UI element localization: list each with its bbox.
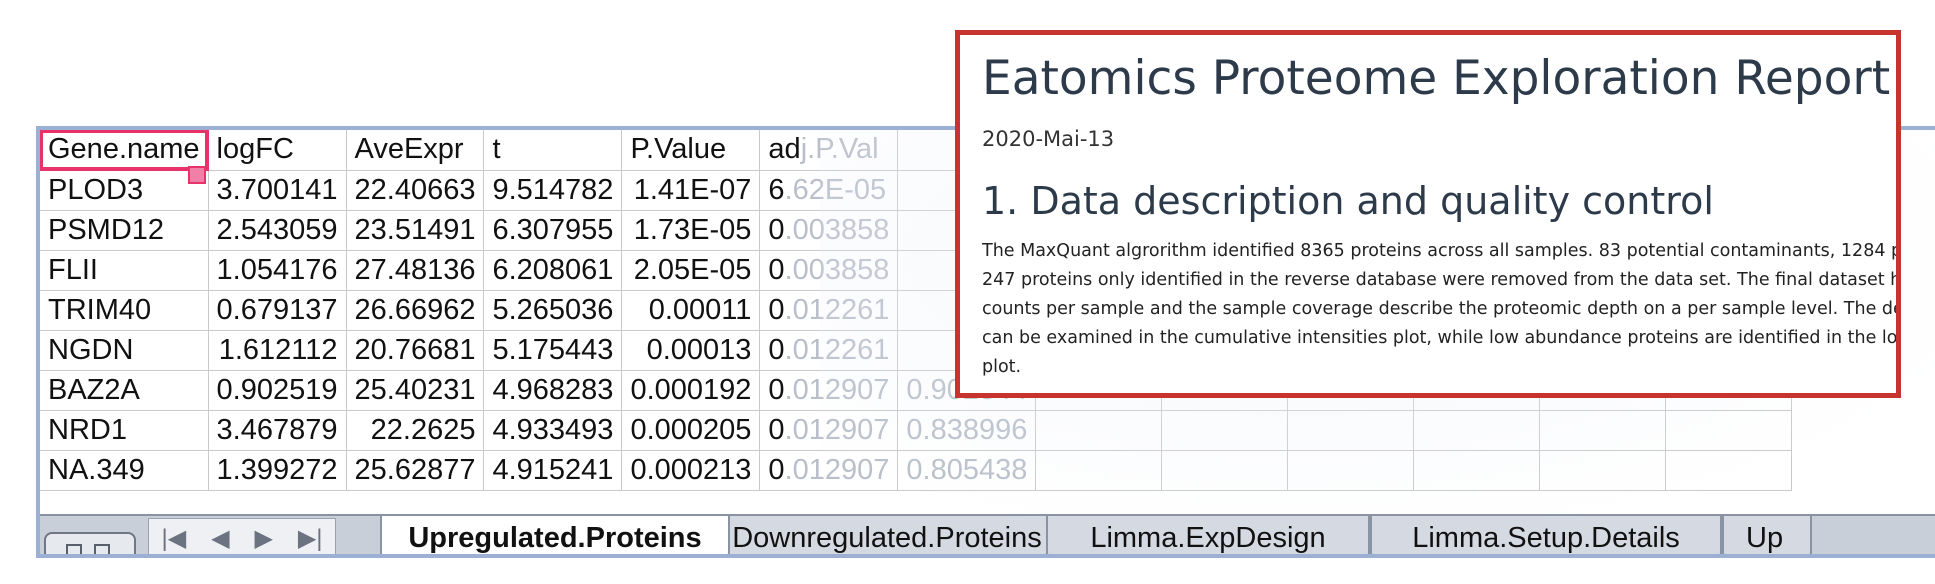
table-cell[interactable]: 23.51491 (346, 210, 485, 251)
paragraph-line: counts per sample and the sample coverag… (982, 299, 1901, 319)
table-cell[interactable]: 2.05E-05 (621, 250, 761, 291)
table-cell[interactable]: 0.838996 (897, 410, 1037, 451)
table-cell[interactable] (1665, 410, 1793, 451)
paragraph-line: 247 proteins only identified in the reve… (982, 270, 1901, 290)
table-cell[interactable]: 0.003858 (759, 210, 899, 251)
table-cell[interactable]: 0.805438 (897, 450, 1037, 491)
table-row: NRD1 3.467879 22.2625 4.933493 0.000205 0.012… (40, 410, 1793, 451)
column-header-cell[interactable]: adj.P.Val (759, 130, 899, 171)
table-row: NA.349 1.399272 25.62877 4.915241 0.000213 0.… (40, 450, 1793, 491)
table-cell[interactable]: 27.48136 (346, 250, 485, 291)
paragraph-line: The MaxQuant algrorithm identified 8365 … (982, 241, 1901, 261)
column-header-cell[interactable]: P.Value (621, 130, 761, 171)
report-date: 2020-Mai-13 (982, 127, 1115, 151)
table-cell[interactable]: 25.40231 (346, 370, 485, 411)
selection-fill-handle[interactable] (188, 166, 206, 184)
section-heading: 1. Data description and quality control (982, 179, 1714, 223)
table-cell[interactable]: 9.514782 (483, 170, 623, 211)
page-view-icon (94, 544, 110, 554)
table-cell[interactable]: 4.933493 (483, 410, 623, 451)
table-cell[interactable]: 0.012261 (759, 290, 899, 331)
table-cell[interactable]: 0.902519 (208, 370, 347, 411)
paragraph-line: can be examined in the cumulative intens… (982, 328, 1901, 348)
table-cell[interactable]: 0.00011 (621, 290, 761, 331)
tab-downregulated-proteins[interactable]: Downregulated.Proteins (726, 516, 1048, 554)
table-cell[interactable]: 0.000213 (621, 450, 761, 491)
tab-limma-setup-details[interactable]: Limma.Setup.Details (1370, 516, 1722, 554)
table-cell[interactable]: 0.012907 (759, 370, 899, 411)
table-cell[interactable]: 6.62E-05 (759, 170, 899, 211)
table-cell[interactable]: 22.2625 (346, 410, 485, 451)
table-cell[interactable]: 1.41E-07 (621, 170, 761, 211)
sheet-navigation: |◀ ◀ ▶ ▶| (148, 518, 336, 554)
table-cell[interactable]: 0.679137 (208, 290, 347, 331)
table-cell[interactable]: NGDN (40, 330, 209, 371)
column-header-cell[interactable]: t (483, 130, 623, 171)
table-cell[interactable]: 0.000192 (621, 370, 761, 411)
table-cell[interactable]: 0.00013 (621, 330, 761, 371)
table-cell[interactable] (1035, 450, 1163, 491)
table-cell[interactable]: 0.012261 (759, 330, 899, 371)
table-cell[interactable]: 2.543059 (208, 210, 347, 251)
report-panel: Eatomics Proteome Exploration Report 202… (955, 30, 1901, 398)
table-cell[interactable]: 0.003858 (759, 250, 899, 291)
table-cell[interactable]: NA.349 (40, 450, 209, 491)
page-layout-button[interactable] (44, 532, 136, 554)
table-cell[interactable]: 1.73E-05 (621, 210, 761, 251)
table-cell[interactable]: 0.012907 (759, 450, 899, 491)
table-cell[interactable]: 0.000205 (621, 410, 761, 451)
table-cell[interactable]: 26.66962 (346, 290, 485, 331)
table-cell[interactable]: 4.968283 (483, 370, 623, 411)
table-cell[interactable]: BAZ2A (40, 370, 209, 411)
table-cell[interactable]: 1.399272 (208, 450, 347, 491)
table-cell[interactable]: 1.612112 (208, 330, 347, 371)
table-cell[interactable]: TRIM40 (40, 290, 209, 331)
table-cell[interactable] (1287, 450, 1415, 491)
table-cell[interactable] (1035, 410, 1163, 451)
table-cell[interactable]: 6.208061 (483, 250, 623, 291)
table-cell[interactable]: 22.40663 (346, 170, 485, 211)
table-cell[interactable]: 3.467879 (208, 410, 347, 451)
section-paragraph: The MaxQuant algrorithm identified 8365 … (982, 237, 1901, 382)
report-title: Eatomics Proteome Exploration Report (982, 51, 1891, 106)
selected-cell[interactable]: Gene.name (40, 130, 210, 171)
table-cell[interactable]: NRD1 (40, 410, 209, 451)
table-cell[interactable] (1413, 410, 1541, 451)
table-cell[interactable]: 6.307955 (483, 210, 623, 251)
next-sheet-icon[interactable]: ▶ (254, 524, 273, 552)
table-cell[interactable] (1161, 410, 1289, 451)
table-cell[interactable]: 3.700141 (208, 170, 347, 211)
sheet-tab-bar: |◀ ◀ ▶ ▶| Downregulated.Proteins Limma.E… (40, 514, 1935, 554)
table-cell[interactable] (1287, 410, 1415, 451)
table-cell[interactable] (1161, 450, 1289, 491)
paragraph-line: plot. (982, 357, 1022, 377)
table-cell[interactable]: 5.265036 (483, 290, 623, 331)
table-cell[interactable]: FLII (40, 250, 209, 291)
table-cell[interactable]: 4.915241 (483, 450, 623, 491)
table-cell[interactable] (1539, 410, 1667, 451)
table-cell[interactable]: 0.012907 (759, 410, 899, 451)
normal-view-icon (66, 544, 82, 554)
table-cell[interactable] (1665, 450, 1793, 491)
table-cell[interactable]: 25.62877 (346, 450, 485, 491)
table-cell[interactable]: 1.054176 (208, 250, 347, 291)
column-header-cell[interactable]: logFC (208, 130, 347, 171)
table-cell[interactable] (1539, 450, 1667, 491)
table-cell[interactable]: 20.76681 (346, 330, 485, 371)
first-sheet-icon[interactable]: |◀ (161, 524, 187, 552)
last-sheet-icon[interactable]: ▶| (297, 524, 323, 552)
tab-up-truncated[interactable]: Up (1722, 516, 1812, 554)
previous-sheet-icon[interactable]: ◀ (211, 524, 230, 552)
column-header-cell[interactable]: AveExpr (346, 130, 485, 171)
tab-upregulated-proteins[interactable]: Upregulated.Proteins (380, 516, 730, 554)
table-cell[interactable]: 5.175443 (483, 330, 623, 371)
tab-limma-expdesign[interactable]: Limma.ExpDesign (1046, 516, 1370, 554)
table-cell[interactable]: PLOD3 (40, 170, 209, 211)
table-cell[interactable] (1413, 450, 1541, 491)
table-cell[interactable]: PSMD12 (40, 210, 209, 251)
